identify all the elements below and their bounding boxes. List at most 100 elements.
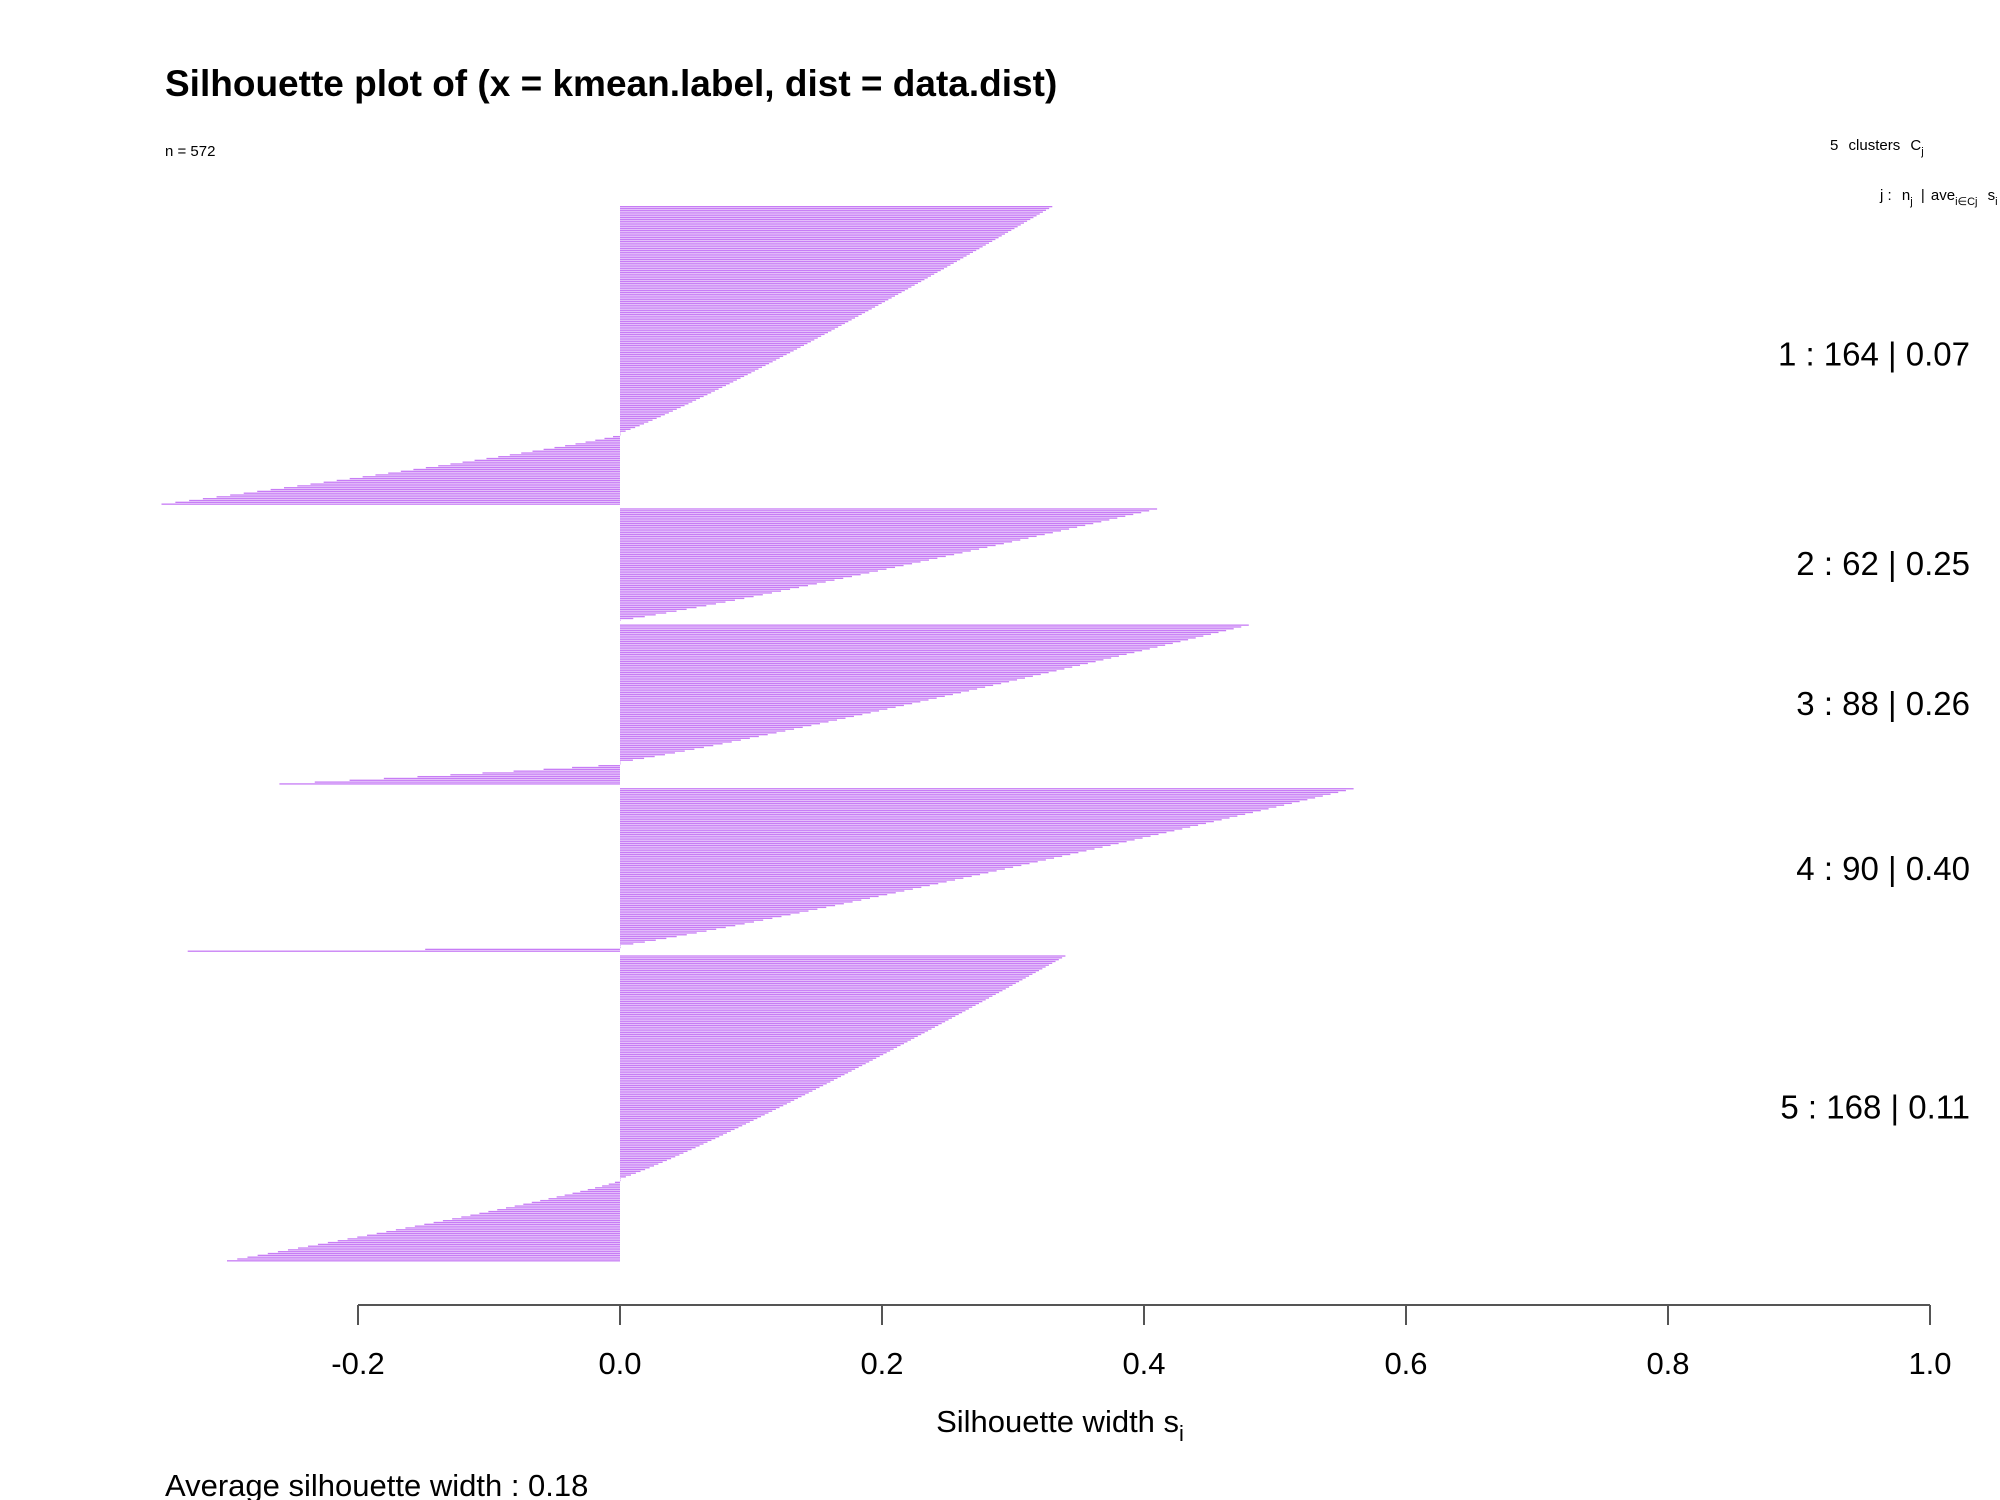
silhouette-bar-c2 [620, 535, 1037, 538]
silhouette-bar-c5 [531, 1201, 620, 1204]
silhouette-bar-c4 [620, 932, 697, 934]
silhouette-bar-c2 [620, 553, 955, 556]
silhouette-bar-c2 [620, 568, 887, 570]
silhouette-bar-c1 [620, 370, 755, 372]
silhouette-bar-c1 [620, 264, 951, 266]
silhouette-bar-c1 [620, 368, 759, 370]
silhouette-bar-c3 [620, 699, 929, 701]
silhouette-bar-c5 [620, 1112, 769, 1114]
silhouette-bar-c1 [509, 454, 620, 456]
silhouette-bar-c1 [620, 206, 1053, 208]
silhouette-bar-c4 [620, 868, 1005, 870]
silhouette-bar-c1 [604, 437, 620, 440]
silhouette-bar-c5 [237, 1258, 620, 1260]
silhouette-bar-c5 [620, 1117, 758, 1120]
silhouette-bar-c3 [620, 763, 621, 765]
silhouette-bar-c4 [620, 813, 1246, 815]
silhouette-bar-c4 [620, 930, 707, 932]
silhouette-bar-c1 [620, 355, 784, 357]
silhouette-bar-c1 [620, 319, 852, 321]
silhouette-bar-c5 [620, 979, 1023, 981]
silhouette-bar-c4 [620, 886, 922, 888]
silhouette-bar-c2 [620, 583, 817, 585]
silhouette-bar-c3 [598, 765, 620, 767]
silhouette-bar-c4 [620, 850, 1087, 852]
silhouette-bar-c1 [620, 260, 957, 263]
silhouette-bar-c5 [461, 1216, 620, 1218]
n-label: n = 572 [165, 143, 215, 160]
silhouette-bar-c5 [442, 1220, 620, 1222]
silhouette-bar-c5 [620, 1130, 731, 1132]
silhouette-bar-c5 [620, 1004, 976, 1006]
silhouette-bar-c5 [620, 1039, 911, 1041]
silhouette-bar-c1 [462, 461, 620, 463]
silhouette-bar-c3 [620, 706, 896, 708]
silhouette-bar-c3 [620, 743, 723, 745]
silhouette-bar-c3 [417, 775, 620, 778]
silhouette-bar-c5 [540, 1199, 620, 1202]
silhouette-bar-c1 [620, 215, 1037, 217]
silhouette-bar-c5 [620, 988, 1006, 990]
silhouette-bar-c5 [620, 957, 1063, 959]
silhouette-bar-c3 [620, 734, 768, 736]
silhouette-bar-c3 [349, 779, 620, 781]
silhouette-bar-c5 [620, 1035, 918, 1037]
silhouette-bar-c5 [620, 1163, 659, 1165]
silhouette-bar-c4 [620, 808, 1269, 810]
silhouette-bar-c3 [620, 624, 1249, 626]
chart-title: Silhouette plot of (x = kmean.label, dis… [165, 63, 1057, 104]
silhouette-bar-c3 [620, 701, 921, 703]
silhouette-bar-c5 [620, 1136, 720, 1138]
silhouette-bar-c5 [620, 1139, 712, 1142]
clusters-count: 5 [1830, 137, 1838, 154]
silhouette-bar-c4 [620, 873, 981, 876]
silhouette-bar-c4 [620, 904, 836, 907]
silhouette-bar-c1 [620, 242, 990, 244]
silhouette-bar-c1 [243, 492, 620, 494]
silhouette-bar-c1 [595, 439, 620, 441]
silhouette-bar-c1 [175, 501, 620, 503]
silhouette-bar-c5 [620, 977, 1026, 979]
silhouette-bar-c1 [216, 496, 621, 498]
silhouette-bar-c1 [620, 284, 915, 286]
silhouette-bar-c1 [620, 207, 1050, 210]
silhouette-bar-c3 [620, 728, 795, 730]
silhouette-bar-c2 [620, 599, 735, 601]
silhouette-bar-c3 [620, 735, 759, 738]
silhouette-bar-c1 [620, 404, 685, 407]
silhouette-bar-c5 [620, 1105, 784, 1107]
silhouette-bar-c4 [620, 795, 1323, 797]
silhouette-bar-c5 [620, 997, 990, 999]
silhouette-bar-c4 [620, 844, 1111, 846]
silhouette-bar-c5 [620, 959, 1059, 961]
silhouette-bar-c5 [620, 1159, 667, 1162]
silhouette-bar-c5 [620, 962, 1053, 964]
silhouette-bar-c2 [620, 575, 852, 578]
col-s: s [1988, 187, 1996, 204]
silhouette-bar-c1 [620, 412, 669, 414]
silhouette-bar-c5 [580, 1190, 620, 1193]
silhouette-bar-c5 [620, 1123, 747, 1125]
silhouette-bar-c1 [620, 403, 689, 405]
silhouette-bar-c3 [620, 633, 1211, 635]
silhouette-bar-c3 [620, 750, 685, 752]
silhouette-bar-c3 [620, 679, 1018, 681]
silhouette-bar-c5 [620, 1026, 935, 1028]
silhouette-bar-c3 [620, 662, 1088, 665]
silhouette-bar-c5 [620, 975, 1030, 977]
silhouette-bar-c1 [620, 395, 704, 398]
silhouette-bar-c1 [620, 337, 818, 339]
silhouette-bar-c5 [620, 1064, 863, 1067]
silhouette-bar-c1 [620, 399, 697, 401]
silhouette-bar-c4 [620, 923, 745, 925]
silhouette-bar-c5 [620, 1161, 663, 1163]
silhouette-bar-c1 [620, 291, 902, 294]
silhouette-bar-c5 [277, 1251, 620, 1253]
silhouette-bar-c1 [620, 375, 745, 378]
silhouette-bar-c5 [620, 1070, 852, 1072]
silhouette-bar-c2 [620, 522, 1094, 525]
silhouette-bar-c1 [283, 487, 620, 489]
silhouette-bar-c1 [450, 463, 620, 465]
silhouette-bar-c1 [257, 490, 620, 493]
